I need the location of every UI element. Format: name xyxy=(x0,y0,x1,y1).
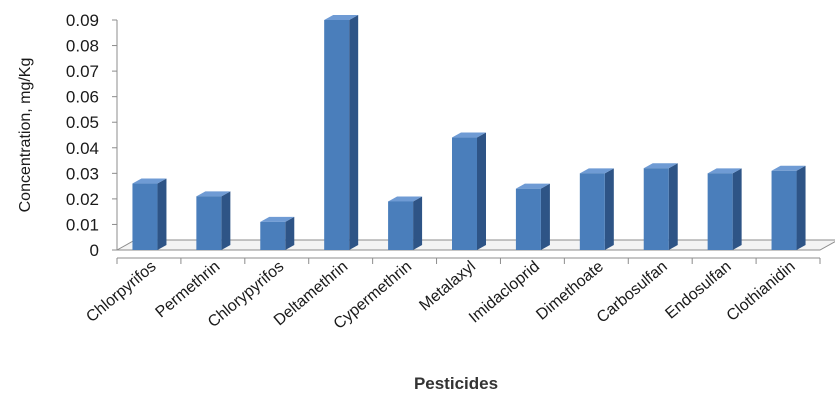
y-tick-label: 0.05 xyxy=(66,113,99,132)
x-tick-label: Imidacloprid xyxy=(466,258,543,326)
bar-top xyxy=(579,168,614,174)
bar-front xyxy=(707,173,733,250)
bar-front xyxy=(132,183,158,250)
x-axis xyxy=(116,257,821,264)
y-tick-label: 0.06 xyxy=(66,88,99,107)
bar-front xyxy=(196,196,222,250)
bar-top xyxy=(196,191,231,197)
bar-side xyxy=(604,168,614,250)
bar-side xyxy=(285,216,295,250)
y-tick-labels: 0 0.01 0.02 0.03 0.04 0.05 0.06 0.07 0.08 0.09 xyxy=(66,11,99,260)
bar-side xyxy=(668,163,678,250)
bar-top xyxy=(452,132,486,138)
bar-top xyxy=(771,165,806,171)
bar-side xyxy=(157,178,167,250)
bar xyxy=(515,183,550,250)
bar-top xyxy=(260,216,295,222)
x-axis-title: Pesticides xyxy=(414,374,498,393)
y-tick-label: 0.03 xyxy=(66,164,99,183)
bar xyxy=(388,196,423,250)
y-tick-label: 0.02 xyxy=(66,190,99,209)
bar xyxy=(196,191,231,250)
bar xyxy=(324,15,359,250)
bars xyxy=(132,15,806,250)
y-axis-title: Concentration, mg/Kg xyxy=(17,58,34,213)
bar xyxy=(707,168,742,250)
bar-front xyxy=(579,173,605,250)
bar-top xyxy=(707,168,742,174)
bar-side xyxy=(477,132,486,250)
bar-front xyxy=(452,137,477,250)
bar xyxy=(579,168,614,250)
bar xyxy=(643,163,678,250)
y-tick-label: 0.04 xyxy=(66,139,99,158)
bar-front xyxy=(515,188,541,250)
x-tick-label: Chlorpyrifos xyxy=(83,258,159,326)
bar-top xyxy=(515,183,550,189)
bar-side xyxy=(796,165,806,250)
bar-side xyxy=(540,183,550,250)
bar-side xyxy=(349,15,359,250)
bar-front xyxy=(388,201,414,250)
bar xyxy=(132,178,167,250)
bar-top xyxy=(132,178,167,184)
y-tick-label: 0.09 xyxy=(66,11,99,30)
bar-top xyxy=(388,196,423,202)
bar-side xyxy=(221,191,231,250)
bar-front xyxy=(260,221,286,250)
bar-top xyxy=(324,15,359,20)
bar-front xyxy=(643,168,669,250)
x-tick-label: Clothianidin xyxy=(724,258,799,325)
category-labels: ChlorpyrifosPermethrinChlorypyrifosDelta… xyxy=(83,258,798,333)
bar xyxy=(771,165,806,250)
y-tick-label: 0 xyxy=(90,241,99,260)
bar xyxy=(260,216,295,250)
y-axis xyxy=(112,19,118,251)
x-tick-label: Metalaxyl xyxy=(416,258,479,314)
y-tick-label: 0.01 xyxy=(66,215,99,234)
y-tick-label: 0.08 xyxy=(66,37,99,56)
bar-front xyxy=(324,20,350,250)
y-tick-label: 0.07 xyxy=(66,62,99,81)
x-tick-label: Carbosulfan xyxy=(594,258,671,326)
bar-top xyxy=(643,163,678,169)
bar-side xyxy=(732,168,742,250)
bar-front xyxy=(771,170,797,250)
bar xyxy=(452,132,486,250)
bar-side xyxy=(413,196,423,250)
